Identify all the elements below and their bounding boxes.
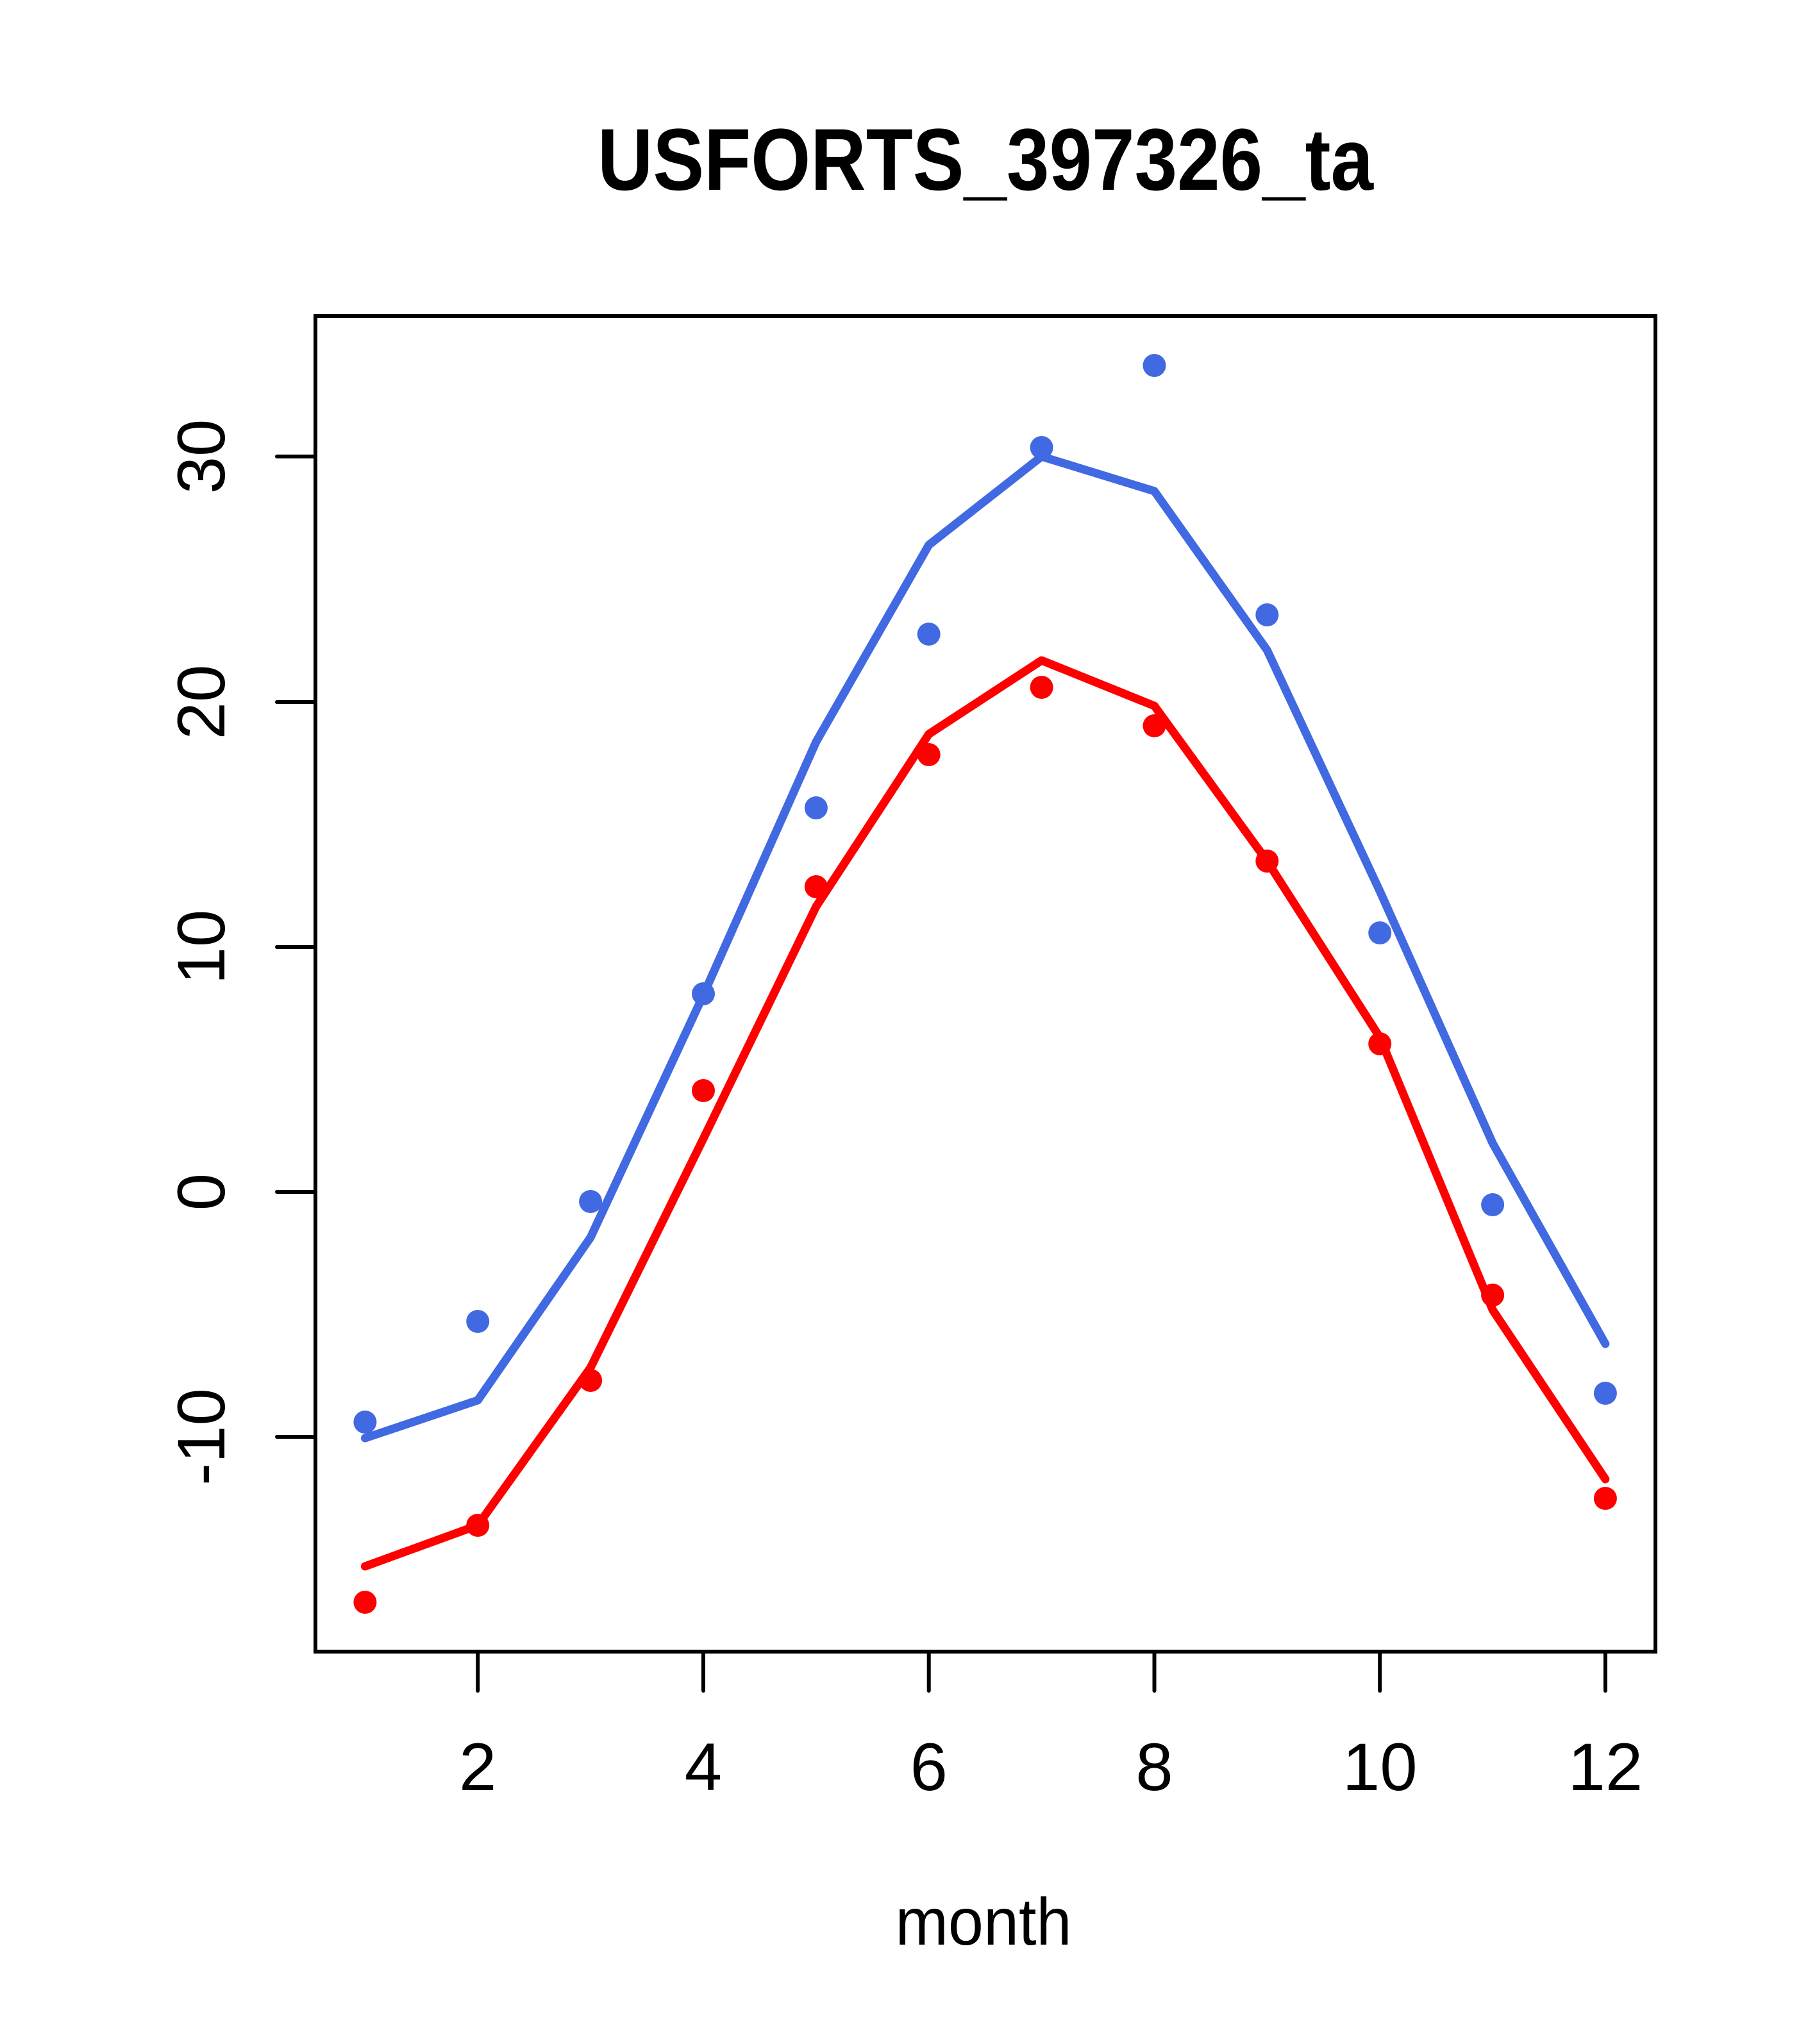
svg-text:30: 30 [164,419,239,494]
svg-text:10: 10 [164,910,239,985]
svg-text:12: 12 [1568,1730,1643,1805]
svg-text:4: 4 [685,1730,722,1805]
svg-text:6: 6 [910,1730,947,1805]
svg-text:10: 10 [1343,1730,1418,1805]
svg-text:2: 2 [459,1730,496,1805]
svg-text:USFORTS_397326_ta: USFORTS_397326_ta [598,111,1375,209]
svg-text:month: month [896,1885,1072,1959]
svg-text:0: 0 [164,1173,239,1210]
svg-text:-10: -10 [164,1388,239,1486]
svg-text:8: 8 [1135,1730,1173,1805]
svg-text:20: 20 [164,665,239,740]
